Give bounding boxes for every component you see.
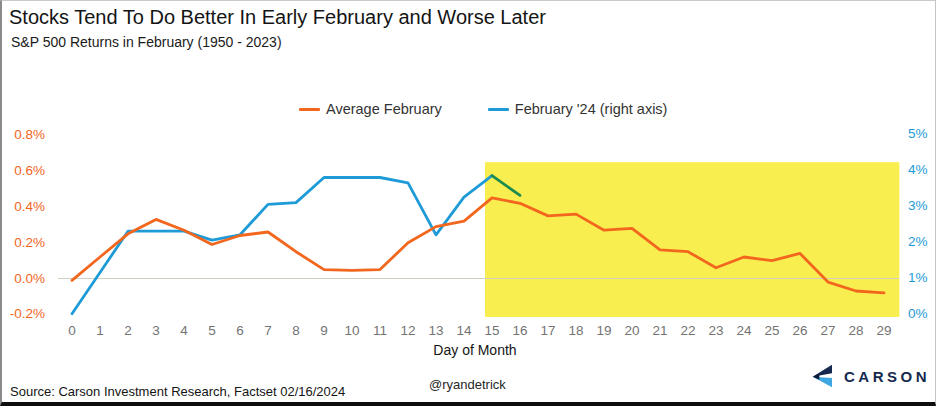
- x-axis-tick: 19: [590, 323, 618, 338]
- x-axis-tick: 6: [226, 323, 254, 338]
- x-axis-tick: 9: [310, 323, 338, 338]
- x-axis-tick: 26: [786, 323, 814, 338]
- legend-swatch-orange: [299, 108, 320, 111]
- x-axis-tick: 20: [618, 323, 646, 338]
- y-axis-tick-right: 1%: [908, 269, 936, 287]
- carson-logo: CARSON: [810, 355, 930, 397]
- x-axis-title: Day of Month: [410, 342, 540, 358]
- x-axis-tick: 21: [646, 323, 674, 338]
- x-axis-tick: 22: [674, 323, 702, 338]
- x-axis-tick: 17: [534, 323, 562, 338]
- carson-logo-text: CARSON: [844, 368, 930, 385]
- source-note: Source: Carson Investment Research, Fact…: [10, 384, 345, 399]
- x-axis-tick: 1: [86, 323, 114, 338]
- legend-item-february-24: February '24 (right axis): [488, 101, 668, 117]
- legend-label: February '24 (right axis): [515, 101, 668, 117]
- x-axis-tick: 8: [282, 323, 310, 338]
- y-axis-tick-left: 0.2%: [2, 234, 45, 252]
- x-axis-tick: 0: [58, 323, 86, 338]
- x-axis-tick: 2: [114, 323, 142, 338]
- x-axis-tick: 12: [394, 323, 422, 338]
- series-line-february-24-right-axis-: [72, 176, 492, 314]
- legend-label: Average February: [326, 101, 442, 117]
- x-axis-tick: 14: [450, 323, 478, 338]
- x-axis-tick: 24: [730, 323, 758, 338]
- x-axis-tick: 28: [842, 323, 870, 338]
- author-handle: @ryandetrick: [429, 377, 506, 392]
- legend-swatch-blue: [488, 108, 509, 111]
- chart-subtitle: S&P 500 Returns in February (1950 - 2023…: [11, 34, 282, 50]
- legend-item-average-february: Average February: [299, 101, 442, 117]
- x-axis-tick: 13: [422, 323, 450, 338]
- y-axis-tick-left: 0.8%: [2, 126, 45, 144]
- x-axis-tick: 5: [198, 323, 226, 338]
- x-axis-tick: 10: [338, 323, 366, 338]
- x-axis-tick: 15: [478, 323, 506, 338]
- x-axis-tick: 27: [814, 323, 842, 338]
- chart-title: Stocks Tend To Do Better In Early Februa…: [9, 6, 546, 29]
- chart-frame: Stocks Tend To Do Better In Early Februa…: [0, 0, 936, 406]
- x-axis-tick: 16: [506, 323, 534, 338]
- y-axis-tick-left: 0.6%: [2, 162, 45, 180]
- highlight-region: [485, 162, 899, 317]
- x-axis-tick: 23: [702, 323, 730, 338]
- y-axis-tick-left: 0.4%: [2, 198, 45, 216]
- y-axis-tick-right: 4%: [908, 161, 936, 179]
- x-axis-tick: 3: [142, 323, 170, 338]
- y-axis-tick-right: 5%: [908, 125, 936, 143]
- carson-logo-icon: [810, 361, 834, 391]
- y-axis-tick-right: 2%: [908, 233, 936, 251]
- x-axis-tick: 25: [758, 323, 786, 338]
- y-axis-tick-left: 0.0%: [2, 270, 45, 288]
- y-axis-tick-right: 3%: [908, 197, 936, 215]
- legend: Average February February '24 (right axi…: [299, 101, 667, 117]
- x-axis-tick: 29: [870, 323, 898, 338]
- x-axis-tick: 4: [170, 323, 198, 338]
- y-axis-tick-right: 0%: [908, 305, 936, 323]
- y-axis-tick-left: -0.2%: [2, 305, 45, 323]
- x-axis-tick: 18: [562, 323, 590, 338]
- x-axis-tick: 11: [366, 323, 394, 338]
- x-axis-tick: 7: [254, 323, 282, 338]
